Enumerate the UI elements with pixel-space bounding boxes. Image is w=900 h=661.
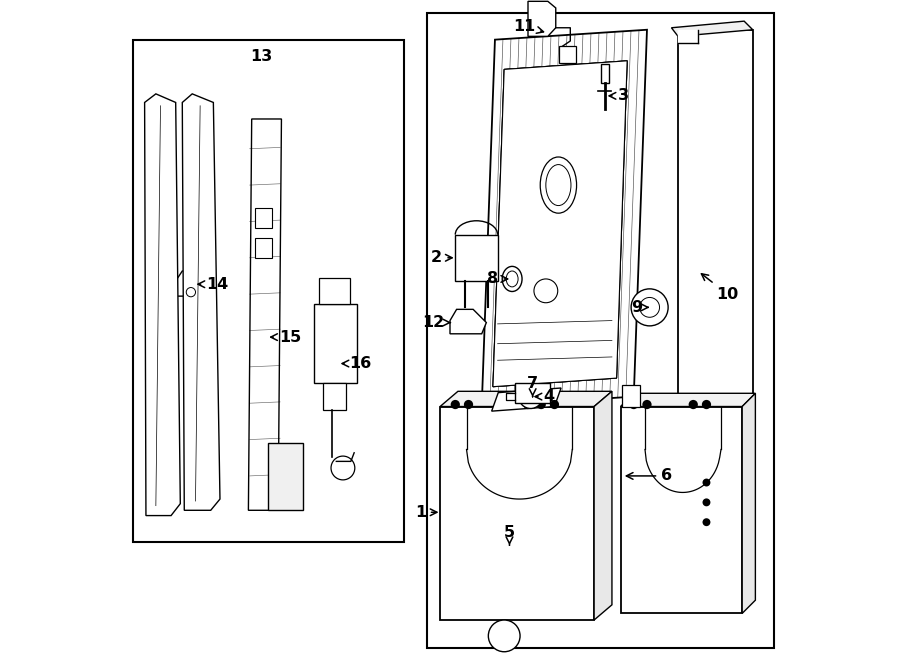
Circle shape <box>629 400 638 409</box>
Circle shape <box>524 400 533 409</box>
Polygon shape <box>528 1 556 36</box>
Polygon shape <box>594 391 612 620</box>
Polygon shape <box>455 235 498 281</box>
Bar <box>427 13 774 648</box>
Text: 14: 14 <box>198 277 229 292</box>
Ellipse shape <box>502 266 522 292</box>
Polygon shape <box>622 385 641 407</box>
Circle shape <box>703 518 710 526</box>
Polygon shape <box>678 30 752 400</box>
Polygon shape <box>176 271 205 296</box>
Circle shape <box>640 297 660 317</box>
Text: 11: 11 <box>513 19 544 34</box>
Circle shape <box>631 289 668 326</box>
Circle shape <box>186 288 195 297</box>
Polygon shape <box>482 30 647 407</box>
Circle shape <box>518 385 543 408</box>
Polygon shape <box>248 119 282 510</box>
Text: 8: 8 <box>488 272 508 286</box>
Polygon shape <box>450 309 486 334</box>
Circle shape <box>331 456 355 480</box>
Polygon shape <box>323 383 346 410</box>
Polygon shape <box>440 391 612 407</box>
Circle shape <box>550 400 559 409</box>
Circle shape <box>703 498 710 506</box>
Polygon shape <box>320 278 349 304</box>
Circle shape <box>702 400 711 409</box>
Polygon shape <box>559 46 576 63</box>
Polygon shape <box>491 388 561 411</box>
Text: 10: 10 <box>701 274 739 301</box>
Polygon shape <box>255 238 272 258</box>
Polygon shape <box>515 383 551 403</box>
Polygon shape <box>268 443 303 510</box>
Polygon shape <box>620 393 755 407</box>
Circle shape <box>688 400 698 409</box>
Bar <box>600 64 608 83</box>
Text: 5: 5 <box>504 525 515 545</box>
Bar <box>132 40 404 542</box>
Polygon shape <box>440 407 594 620</box>
Circle shape <box>451 400 460 409</box>
Text: 15: 15 <box>271 330 302 344</box>
Text: 9: 9 <box>631 300 648 315</box>
Polygon shape <box>620 407 742 613</box>
Polygon shape <box>314 304 357 383</box>
Polygon shape <box>493 61 627 387</box>
Polygon shape <box>742 393 755 613</box>
Circle shape <box>536 400 545 409</box>
Circle shape <box>489 620 520 652</box>
Text: 3: 3 <box>609 89 629 103</box>
Polygon shape <box>493 61 627 387</box>
Text: 1: 1 <box>415 505 436 520</box>
Text: 2: 2 <box>431 251 452 265</box>
Circle shape <box>703 479 710 486</box>
Ellipse shape <box>506 271 518 287</box>
Circle shape <box>464 400 473 409</box>
Circle shape <box>643 400 652 409</box>
Ellipse shape <box>545 165 571 206</box>
Text: 7: 7 <box>527 376 538 397</box>
Polygon shape <box>678 30 698 43</box>
Text: 13: 13 <box>250 49 273 63</box>
Text: 4: 4 <box>536 389 554 404</box>
Polygon shape <box>255 208 272 228</box>
Text: 16: 16 <box>342 356 372 371</box>
Text: 12: 12 <box>422 315 450 330</box>
Polygon shape <box>183 94 220 510</box>
Text: 6: 6 <box>626 469 672 483</box>
Ellipse shape <box>540 157 577 214</box>
Polygon shape <box>145 94 180 516</box>
Polygon shape <box>671 21 752 36</box>
Circle shape <box>534 279 558 303</box>
Polygon shape <box>493 61 627 387</box>
